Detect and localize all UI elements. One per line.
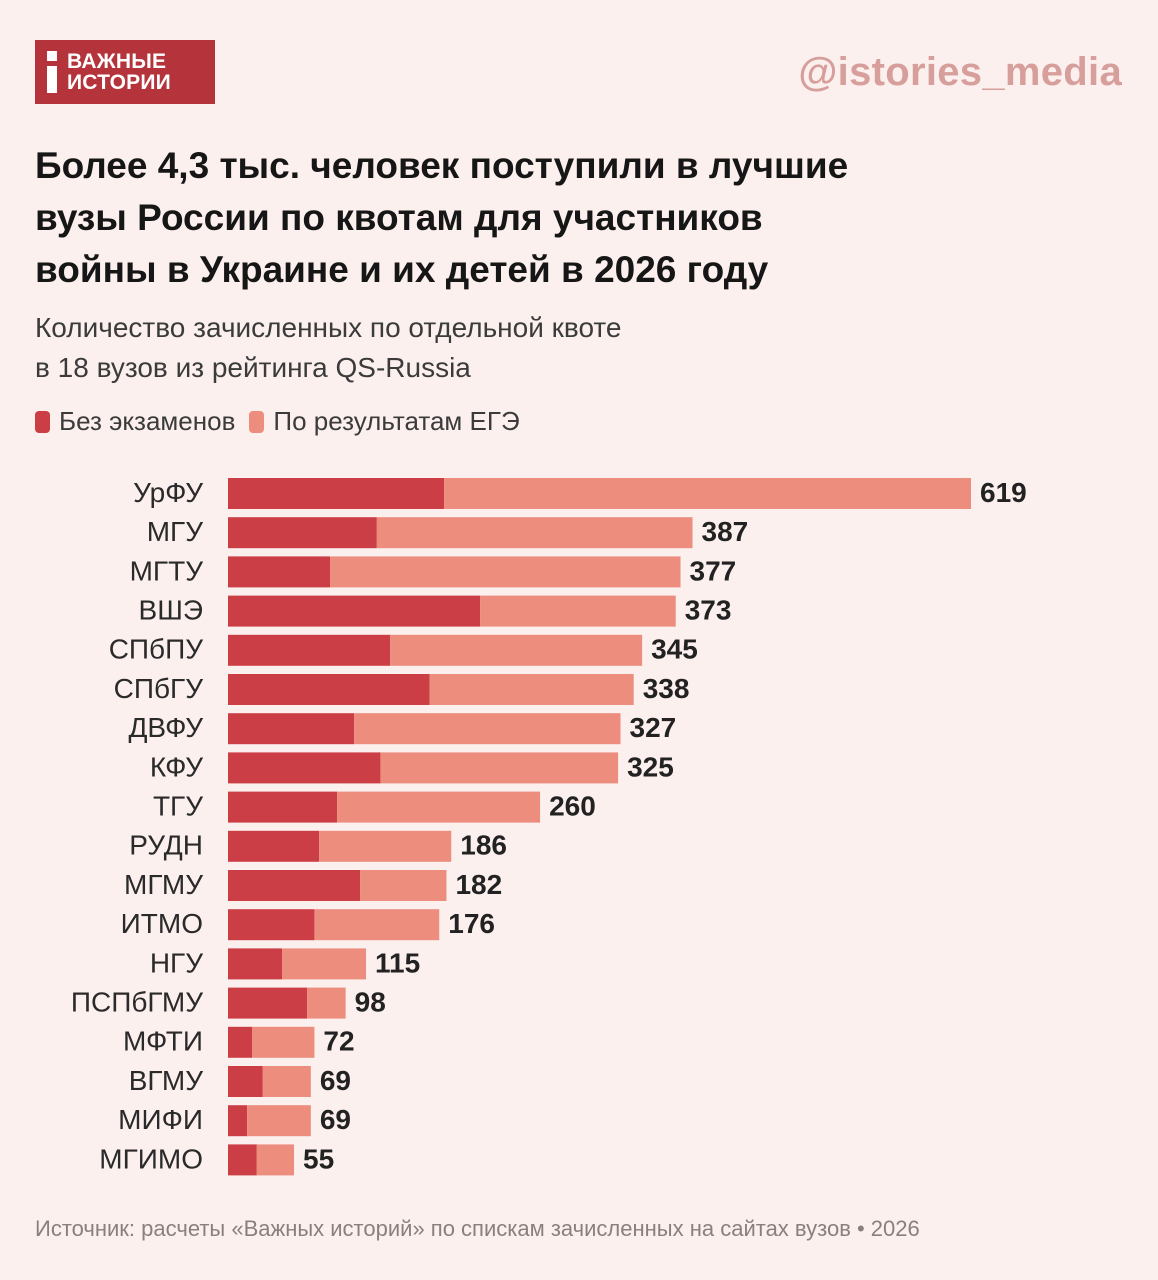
category-label: УрФУ — [133, 477, 203, 508]
total-value-label: 182 — [455, 869, 502, 900]
bar-segment-no-exam — [228, 517, 377, 549]
category-label: МГУ — [147, 516, 203, 547]
category-label: СПбПУ — [109, 634, 204, 665]
bar-segment-ege — [307, 987, 346, 1019]
category-label: ВГМУ — [129, 1065, 204, 1096]
total-value-label: 72 — [323, 1026, 354, 1057]
category-label: ТГУ — [153, 790, 203, 821]
bar-segment-no-exam — [228, 1144, 257, 1176]
bar-segment-no-exam — [228, 948, 283, 980]
total-value-label: 373 — [685, 594, 732, 625]
bar-segment-ege — [360, 870, 447, 901]
chart-title: Более 4,3 тыс. человек поступили в лучши… — [35, 145, 849, 290]
legend-label-ege: По результатам ЕГЭ — [273, 406, 520, 436]
category-label: СПбГУ — [114, 673, 204, 704]
bar-segment-no-exam — [228, 595, 481, 627]
logo-line-1: ВАЖНЫЕ — [67, 50, 167, 73]
bar-segment-ege — [252, 1026, 315, 1058]
category-label: ПСПбГМУ — [71, 986, 203, 1017]
total-value-label: 98 — [355, 986, 386, 1017]
bar-segment-ege — [319, 830, 452, 862]
bar-segment-ege — [429, 674, 634, 705]
bar-segment-ege — [262, 1066, 311, 1097]
category-label: ВШЭ — [139, 594, 203, 625]
legend-item-ege: По результатам ЕГЭ — [249, 406, 520, 437]
legend-label-no-exam: Без экзаменов — [59, 406, 236, 436]
bar-segment-ege — [314, 909, 440, 941]
logo-line-2: ИСТОРИИ — [67, 71, 171, 94]
bar-segment-no-exam — [228, 870, 361, 901]
category-label: РУДН — [129, 830, 203, 861]
logo-i-icon — [47, 51, 57, 93]
bar-segment-no-exam — [228, 713, 355, 745]
category-label: НГУ — [150, 947, 203, 978]
bar-segment-ege — [337, 791, 541, 823]
bar-segment-ege — [256, 1144, 295, 1176]
bar-segment-no-exam — [228, 791, 338, 823]
bar-segment-no-exam — [228, 634, 391, 666]
total-value-label: 176 — [448, 908, 495, 939]
bar-segment-ege — [390, 634, 643, 666]
bar-segment-ege — [444, 478, 971, 509]
total-value-label: 115 — [375, 947, 420, 978]
total-value-label: 55 — [303, 1143, 334, 1174]
bar-segment-ege — [380, 752, 619, 784]
bar-segment-no-exam — [228, 987, 308, 1019]
total-value-label: 377 — [690, 555, 737, 586]
total-value-label: 69 — [320, 1065, 351, 1096]
total-value-label: 619 — [980, 477, 1027, 508]
category-label: КФУ — [150, 751, 203, 782]
category-label: МИФИ — [118, 1104, 203, 1135]
legend-swatch-ege — [249, 410, 265, 433]
category-label: ИТМО — [121, 908, 203, 939]
chart-subtitle: Количество зачисленных по отдельной квот… — [35, 312, 622, 383]
total-value-label: 338 — [643, 673, 690, 704]
bar-segment-ege — [282, 948, 367, 980]
category-label: МГИМО — [99, 1143, 203, 1174]
bar-segment-ege — [376, 517, 693, 549]
total-value-label: 345 — [651, 634, 698, 665]
category-label: МФТИ — [123, 1026, 203, 1057]
bar-segment-no-exam — [228, 556, 331, 588]
total-value-label: 186 — [460, 830, 507, 861]
total-value-label: 325 — [627, 751, 674, 782]
bar-segment-no-exam — [228, 478, 445, 509]
bar-segment-no-exam — [228, 752, 381, 784]
bar-segment-ege — [354, 713, 621, 745]
total-value-label: 260 — [549, 790, 596, 821]
bar-segment-ege — [247, 1105, 311, 1137]
category-label: ДВФУ — [128, 712, 203, 743]
bar-segment-no-exam — [228, 909, 315, 941]
category-label: МГМУ — [124, 869, 203, 900]
bar-segment-no-exam — [228, 830, 320, 862]
stacked-bar-chart: УрФУ 619 МГУ 387 МГТУ 377 ВШЭ 373 СПбПУ 345 СПбГУ 3… — [71, 477, 1027, 1176]
total-value-label: 387 — [702, 516, 749, 547]
bar-segment-no-exam — [228, 1026, 253, 1058]
bar-segment-ege — [480, 595, 676, 627]
total-value-label: 69 — [320, 1104, 351, 1135]
bar-segment-no-exam — [228, 1066, 263, 1097]
category-label: МГТУ — [130, 555, 204, 586]
chart-legend: Без экзаменов По результатам ЕГЭ — [35, 406, 534, 437]
bar-segment-no-exam — [228, 674, 430, 705]
source-note: Источник: расчеты «Важных историй» по сп… — [35, 1216, 920, 1241]
legend-item-no-exam: Без экзаменов — [35, 406, 235, 437]
bar-segment-ege — [330, 556, 681, 588]
bar-segment-no-exam — [228, 1105, 248, 1137]
brand-logo: ВАЖНЫЕ ИСТОРИИ — [35, 40, 215, 104]
social-handle: @istories_media — [798, 50, 1122, 94]
legend-swatch-no-exam — [35, 410, 50, 433]
total-value-label: 327 — [630, 712, 677, 743]
